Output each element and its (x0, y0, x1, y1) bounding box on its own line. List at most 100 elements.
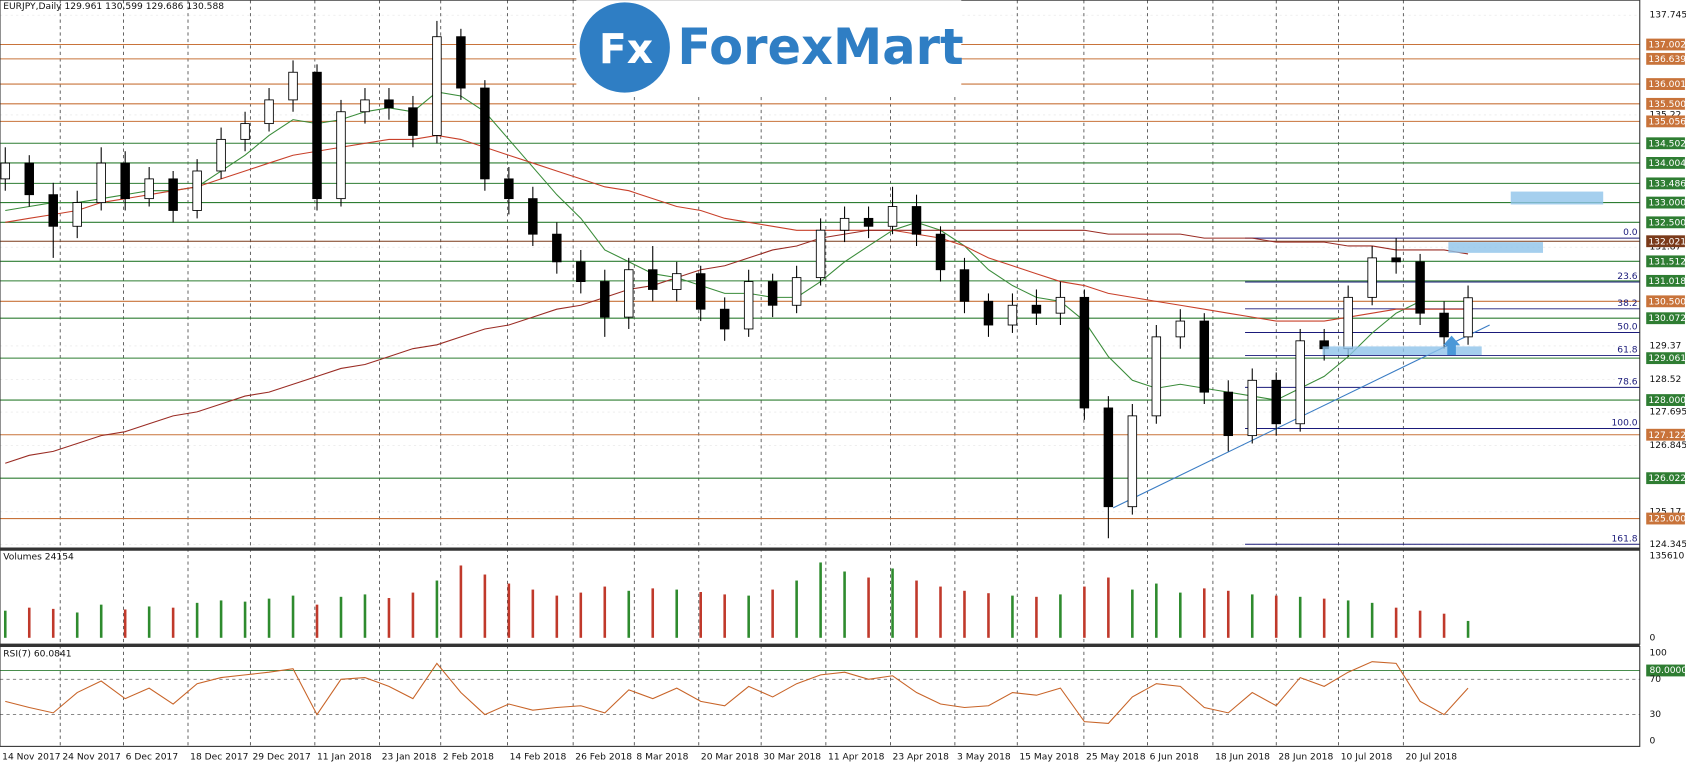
level-label-box (1646, 428, 1685, 441)
volume-bar (123, 609, 127, 638)
volume-bar (1274, 595, 1278, 638)
candle-body (671, 273, 682, 290)
level-label: 136.001 (1648, 80, 1686, 90)
volume-bar (411, 592, 415, 638)
annotation-zones (1322, 191, 1604, 356)
volume-bar (1322, 598, 1326, 638)
y-tick-label: 127.695 (1649, 408, 1686, 418)
volume-bar (1155, 583, 1158, 638)
candle-body (1463, 297, 1473, 338)
level-label-box (1646, 137, 1685, 150)
level-label-box (1646, 274, 1685, 287)
candle-body (528, 198, 538, 235)
y-tick-label: 80.0000 (1649, 666, 1686, 676)
candle-body (1031, 304, 1042, 314)
candle-body (911, 206, 922, 235)
volume-bar (939, 586, 942, 638)
candle-body (1391, 257, 1401, 263)
volume-bar (699, 591, 702, 638)
candle-body (72, 202, 82, 227)
level-label-box (1646, 312, 1685, 325)
candle-body (1271, 379, 1281, 425)
candle-body (288, 71, 298, 101)
volume-bar (987, 593, 990, 638)
level-label: 128.000 (1648, 396, 1686, 406)
candle-body (1247, 379, 1257, 437)
level-label-box (1646, 512, 1685, 525)
fib-label: 161.8 (1611, 534, 1637, 544)
rsi-title: RSI(7) 60.0841 (3, 649, 71, 659)
candle-body (264, 99, 274, 125)
candle-body (360, 99, 370, 113)
volume-bar (747, 595, 750, 638)
candle-body (96, 162, 106, 204)
x-tick-label: 14 Nov 2017 (2, 753, 61, 763)
volume-bar (891, 568, 894, 638)
candle-body (504, 178, 514, 200)
volume-bar (915, 580, 918, 638)
x-tick-label: 28 Jun 2018 (1278, 753, 1333, 763)
volume-bar (867, 577, 870, 638)
candle-body (240, 123, 250, 140)
chart-title: EURJPY,Daily 129.961 130.599 129.686 130… (3, 2, 224, 12)
volume-bar (1466, 620, 1470, 638)
volume-bar (603, 586, 607, 638)
candle-body (624, 269, 634, 318)
level-label: 130.500 (1648, 297, 1686, 307)
x-tick-label: 29 Dec 2017 (253, 753, 311, 763)
volume-bar (1107, 577, 1110, 638)
candle-body (648, 269, 658, 290)
moving-average (5, 134, 1469, 322)
fib-label: 0.0 (1623, 228, 1638, 238)
volume-bar (1394, 607, 1398, 638)
candle-body (120, 162, 130, 200)
level-label-box (1646, 196, 1685, 209)
volume-bar (675, 589, 679, 638)
x-tick-label: 26 Feb 2018 (575, 753, 632, 763)
volume-bar (1202, 588, 1206, 638)
zone (1322, 346, 1482, 356)
candle-body (1007, 304, 1018, 326)
level-label-box (1646, 177, 1685, 190)
candle-body (456, 36, 466, 89)
level-label: 131.512 (1648, 257, 1686, 267)
rsi-line (5, 661, 1469, 724)
volume-bar (627, 590, 631, 638)
volume-bar (99, 604, 103, 638)
zone (1448, 242, 1543, 253)
volume-bar (3, 610, 7, 638)
y-tick-label: 30 (1649, 710, 1661, 720)
x-tick-label: 23 Jan 2018 (382, 753, 437, 763)
fib-label: 61.8 (1617, 346, 1638, 356)
candle-body (1151, 336, 1162, 417)
y-tick-label: 128.52 (1649, 375, 1681, 385)
y-tick-label: 124.345 (1649, 540, 1686, 550)
x-tick-label: 24 Nov 2017 (62, 753, 121, 763)
volume-bar (723, 594, 726, 638)
level-label: 133.000 (1648, 199, 1686, 209)
x-tick-label: 6 Dec 2017 (126, 753, 179, 763)
candle-body (600, 281, 610, 318)
level-label-box (1646, 157, 1685, 169)
volume-bar (771, 589, 774, 638)
level-label-box (1646, 295, 1685, 308)
level-label: 135.056 (1648, 117, 1686, 127)
volume-bar (1131, 589, 1134, 638)
candle-body (983, 300, 994, 326)
level-label-box (1646, 472, 1685, 485)
fib-label: 78.6 (1617, 378, 1638, 388)
volume-bar (1442, 613, 1446, 638)
x-tick-label: 15 May 2018 (1019, 753, 1079, 763)
y-tick-label: 126.845 (1649, 441, 1686, 451)
candle-body (432, 36, 442, 136)
moving-average (5, 229, 1469, 464)
x-tick-label: 23 Apr 2018 (893, 753, 950, 763)
volume-bar (555, 595, 559, 638)
y-tick-label: 125.17 (1649, 507, 1681, 517)
level-label: 129.061 (1648, 354, 1686, 364)
candle-body (576, 261, 586, 282)
volume-bar (267, 598, 271, 638)
x-tick-label: 18 Dec 2017 (190, 753, 248, 763)
y-tick-label: 0 (1649, 737, 1655, 747)
volume-bar (1035, 596, 1038, 638)
